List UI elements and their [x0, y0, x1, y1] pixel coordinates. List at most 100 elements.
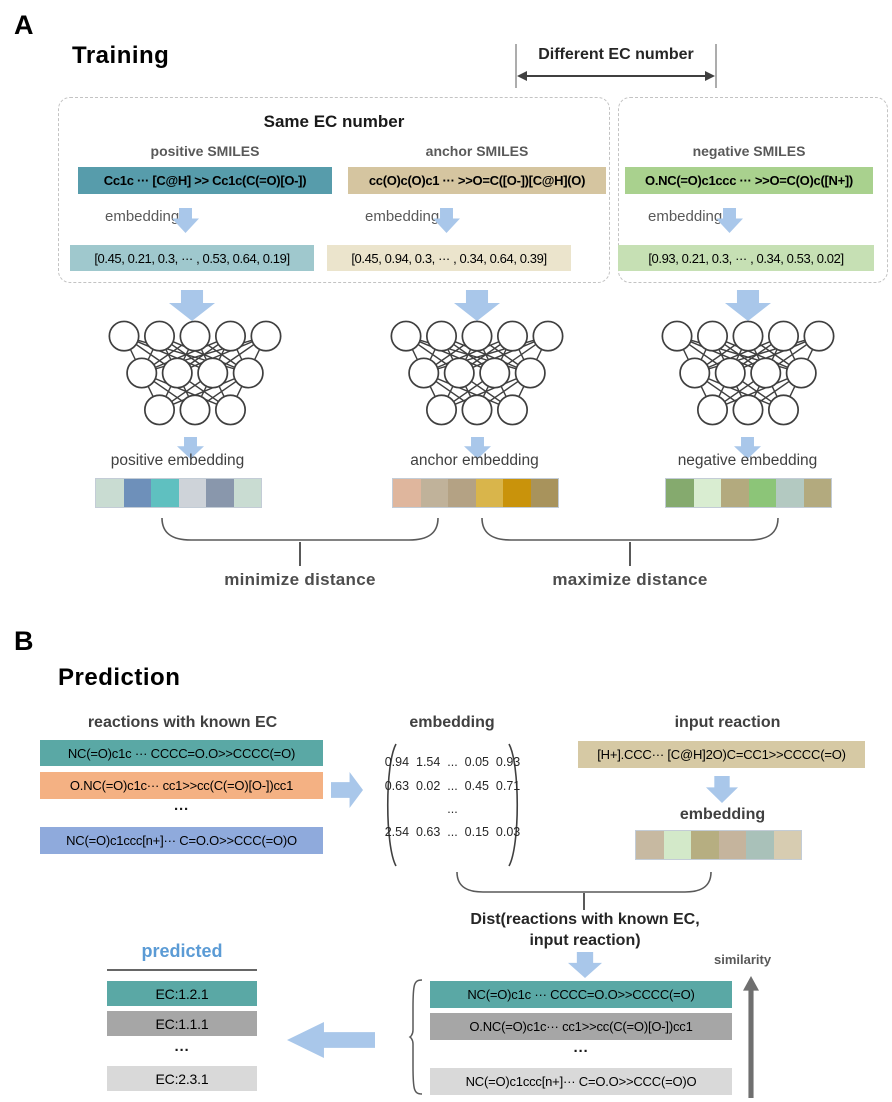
matrix-paren-left [386, 743, 397, 867]
ellipsis: ··· [573, 1042, 589, 1060]
strip-cell [206, 479, 234, 507]
input-reaction-box: [H+].CCC··· [C@H]2O)C=CC1>>CCCC(=O) [578, 741, 865, 768]
known-reaction-row: O.NC(=O)c1c··· cc1>>cc(C(=O)[O-])cc1 [40, 772, 323, 799]
panel-a-label: A [14, 10, 34, 40]
strip-cell [393, 479, 421, 507]
similarity-arrow-up-icon [743, 976, 759, 1098]
anchor-vector-box: [0.45, 0.94, 0.3, ··· , 0.34, 0.64, 0.39… [327, 245, 571, 271]
brace-tick [583, 893, 585, 910]
brace-tick [299, 542, 301, 566]
strip-cell [776, 479, 804, 507]
anchor-smiles-box: cc(O)c(O)c1 ··· >>O=C([O-])[C@H](O) [348, 167, 606, 194]
positive-smiles-header: positive SMILES [150, 143, 260, 159]
anchor-embedding-step-label: embedding [365, 208, 440, 225]
dist-function-line2: input reaction) [529, 932, 641, 949]
predicted-underline [107, 969, 257, 971]
input-embedding-strip [635, 830, 802, 860]
strip-cell [151, 479, 179, 507]
arrow-down-icon [725, 290, 771, 321]
dist-function-line1: Dist(reactions with known EC, [470, 911, 700, 928]
different-ec-span-arrow [515, 44, 717, 88]
arrow-down-icon [568, 952, 602, 978]
known-reaction-row: NC(=O)c1c ··· CCCC=O.O>>CCCC(=O) [40, 740, 323, 766]
matrix-row: 2.54 0.63 ... 0.15 0.03 [384, 825, 521, 839]
positive-vector-box: [0.45, 0.21, 0.3, ··· , 0.53, 0.64, 0.19… [70, 245, 314, 271]
known-reactions-header: reactions with known EC [87, 714, 278, 731]
strip-cell [636, 831, 664, 859]
positive-embedding-label: positive embedding [110, 452, 245, 469]
arrow-left-icon [287, 1022, 375, 1058]
arrow-down-icon [169, 290, 215, 321]
brace-tick [629, 542, 631, 566]
maximize-distance-brace [481, 517, 779, 541]
arrow-down-icon [454, 290, 500, 321]
positive-embedding-strip [95, 478, 262, 508]
negative-smiles-box: O.NC(=O)c1ccc ··· >>O=C(O)c([N+]) [625, 167, 873, 194]
matrix-row: 0.63 0.02 ... 0.45 0.71 [384, 779, 521, 793]
ellipsis: ··· [174, 800, 189, 818]
embedding-matrix: 0.94 1.54 ... 0.05 0.93 0.63 0.02 ... 0.… [384, 750, 521, 844]
ranked-list-bracket [408, 979, 423, 1095]
anchor-smiles-header: anchor SMILES [425, 143, 529, 159]
same-ec-dashed-box [58, 97, 610, 283]
negative-vector-box: [0.93, 0.21, 0.3, ··· , 0.34, 0.53, 0.02… [618, 245, 874, 271]
strip-cell [233, 479, 261, 507]
neural-network-anchor [390, 320, 564, 426]
minimize-distance-brace [161, 517, 439, 541]
matrix-paren-right [508, 743, 519, 867]
similarity-label: similarity [714, 952, 772, 967]
strip-cell [530, 479, 558, 507]
minimize-distance-label: minimize distance [224, 570, 376, 589]
predicted-ec-row: EC:1.1.1 [107, 1011, 257, 1036]
negative-embedding-label: negative embedding [677, 452, 818, 469]
arrow-right-icon [331, 772, 363, 808]
strip-cell [691, 831, 719, 859]
positive-smiles-box: Cc1c ··· [C@H] >> Cc1c(C(=O)[O-]) [78, 167, 332, 194]
strip-cell [803, 479, 831, 507]
predicted-header: predicted [141, 941, 223, 961]
strip-cell [746, 831, 774, 859]
ellipsis: ··· [174, 1041, 190, 1059]
matrix-row: 0.94 1.54 ... 0.05 0.93 [384, 755, 521, 769]
predicted-ec-row: EC:2.3.1 [107, 1066, 257, 1091]
matrix-row: ... [447, 802, 458, 816]
negative-dashed-box [618, 97, 888, 283]
ranked-reaction-row: O.NC(=O)c1c··· cc1>>cc(C(=O)[O-])cc1 [430, 1013, 732, 1040]
panel-a-title: Training [72, 42, 170, 69]
embedding-matrix-header: embedding [409, 714, 495, 731]
arrow-down-icon [706, 776, 738, 803]
strip-cell [475, 479, 503, 507]
strip-cell [96, 479, 124, 507]
neural-network-positive [108, 320, 282, 426]
known-reaction-row: NC(=O)c1ccc[n+]··· C=O.O>>CCC(=O)O [40, 827, 323, 854]
strip-cell [693, 479, 721, 507]
strip-cell [448, 479, 476, 507]
negative-smiles-header: negative SMILES [692, 143, 806, 159]
strip-cell [773, 831, 801, 859]
negative-embedding-strip [665, 478, 832, 508]
strip-cell [666, 479, 694, 507]
strip-cell [718, 831, 746, 859]
input-embedding-label: embedding [679, 806, 766, 823]
strip-cell [663, 831, 691, 859]
maximize-distance-label: maximize distance [552, 570, 708, 589]
dist-brace [456, 871, 712, 893]
strip-cell [721, 479, 749, 507]
predicted-ec-row: EC:1.2.1 [107, 981, 257, 1006]
neural-network-negative [661, 320, 835, 426]
strip-cell [123, 479, 151, 507]
negative-embedding-step-label: embedding [648, 208, 723, 225]
input-reaction-header: input reaction [674, 714, 781, 731]
same-ec-label: Same EC number [263, 112, 405, 131]
panel-b-label: B [14, 626, 34, 656]
strip-cell [748, 479, 776, 507]
different-ec-label: Different EC number [538, 46, 694, 63]
anchor-embedding-strip [392, 478, 559, 508]
ranked-reaction-row: NC(=O)c1ccc[n+]··· C=O.O>>CCC(=O)O [430, 1068, 732, 1095]
strip-cell [503, 479, 531, 507]
anchor-embedding-label: anchor embedding [410, 452, 539, 469]
positive-embedding-step-label: embedding [105, 208, 180, 225]
panel-b-title: Prediction [58, 664, 181, 691]
ranked-reaction-row: NC(=O)c1c ··· CCCC=O.O>>CCCC(=O) [430, 981, 732, 1008]
